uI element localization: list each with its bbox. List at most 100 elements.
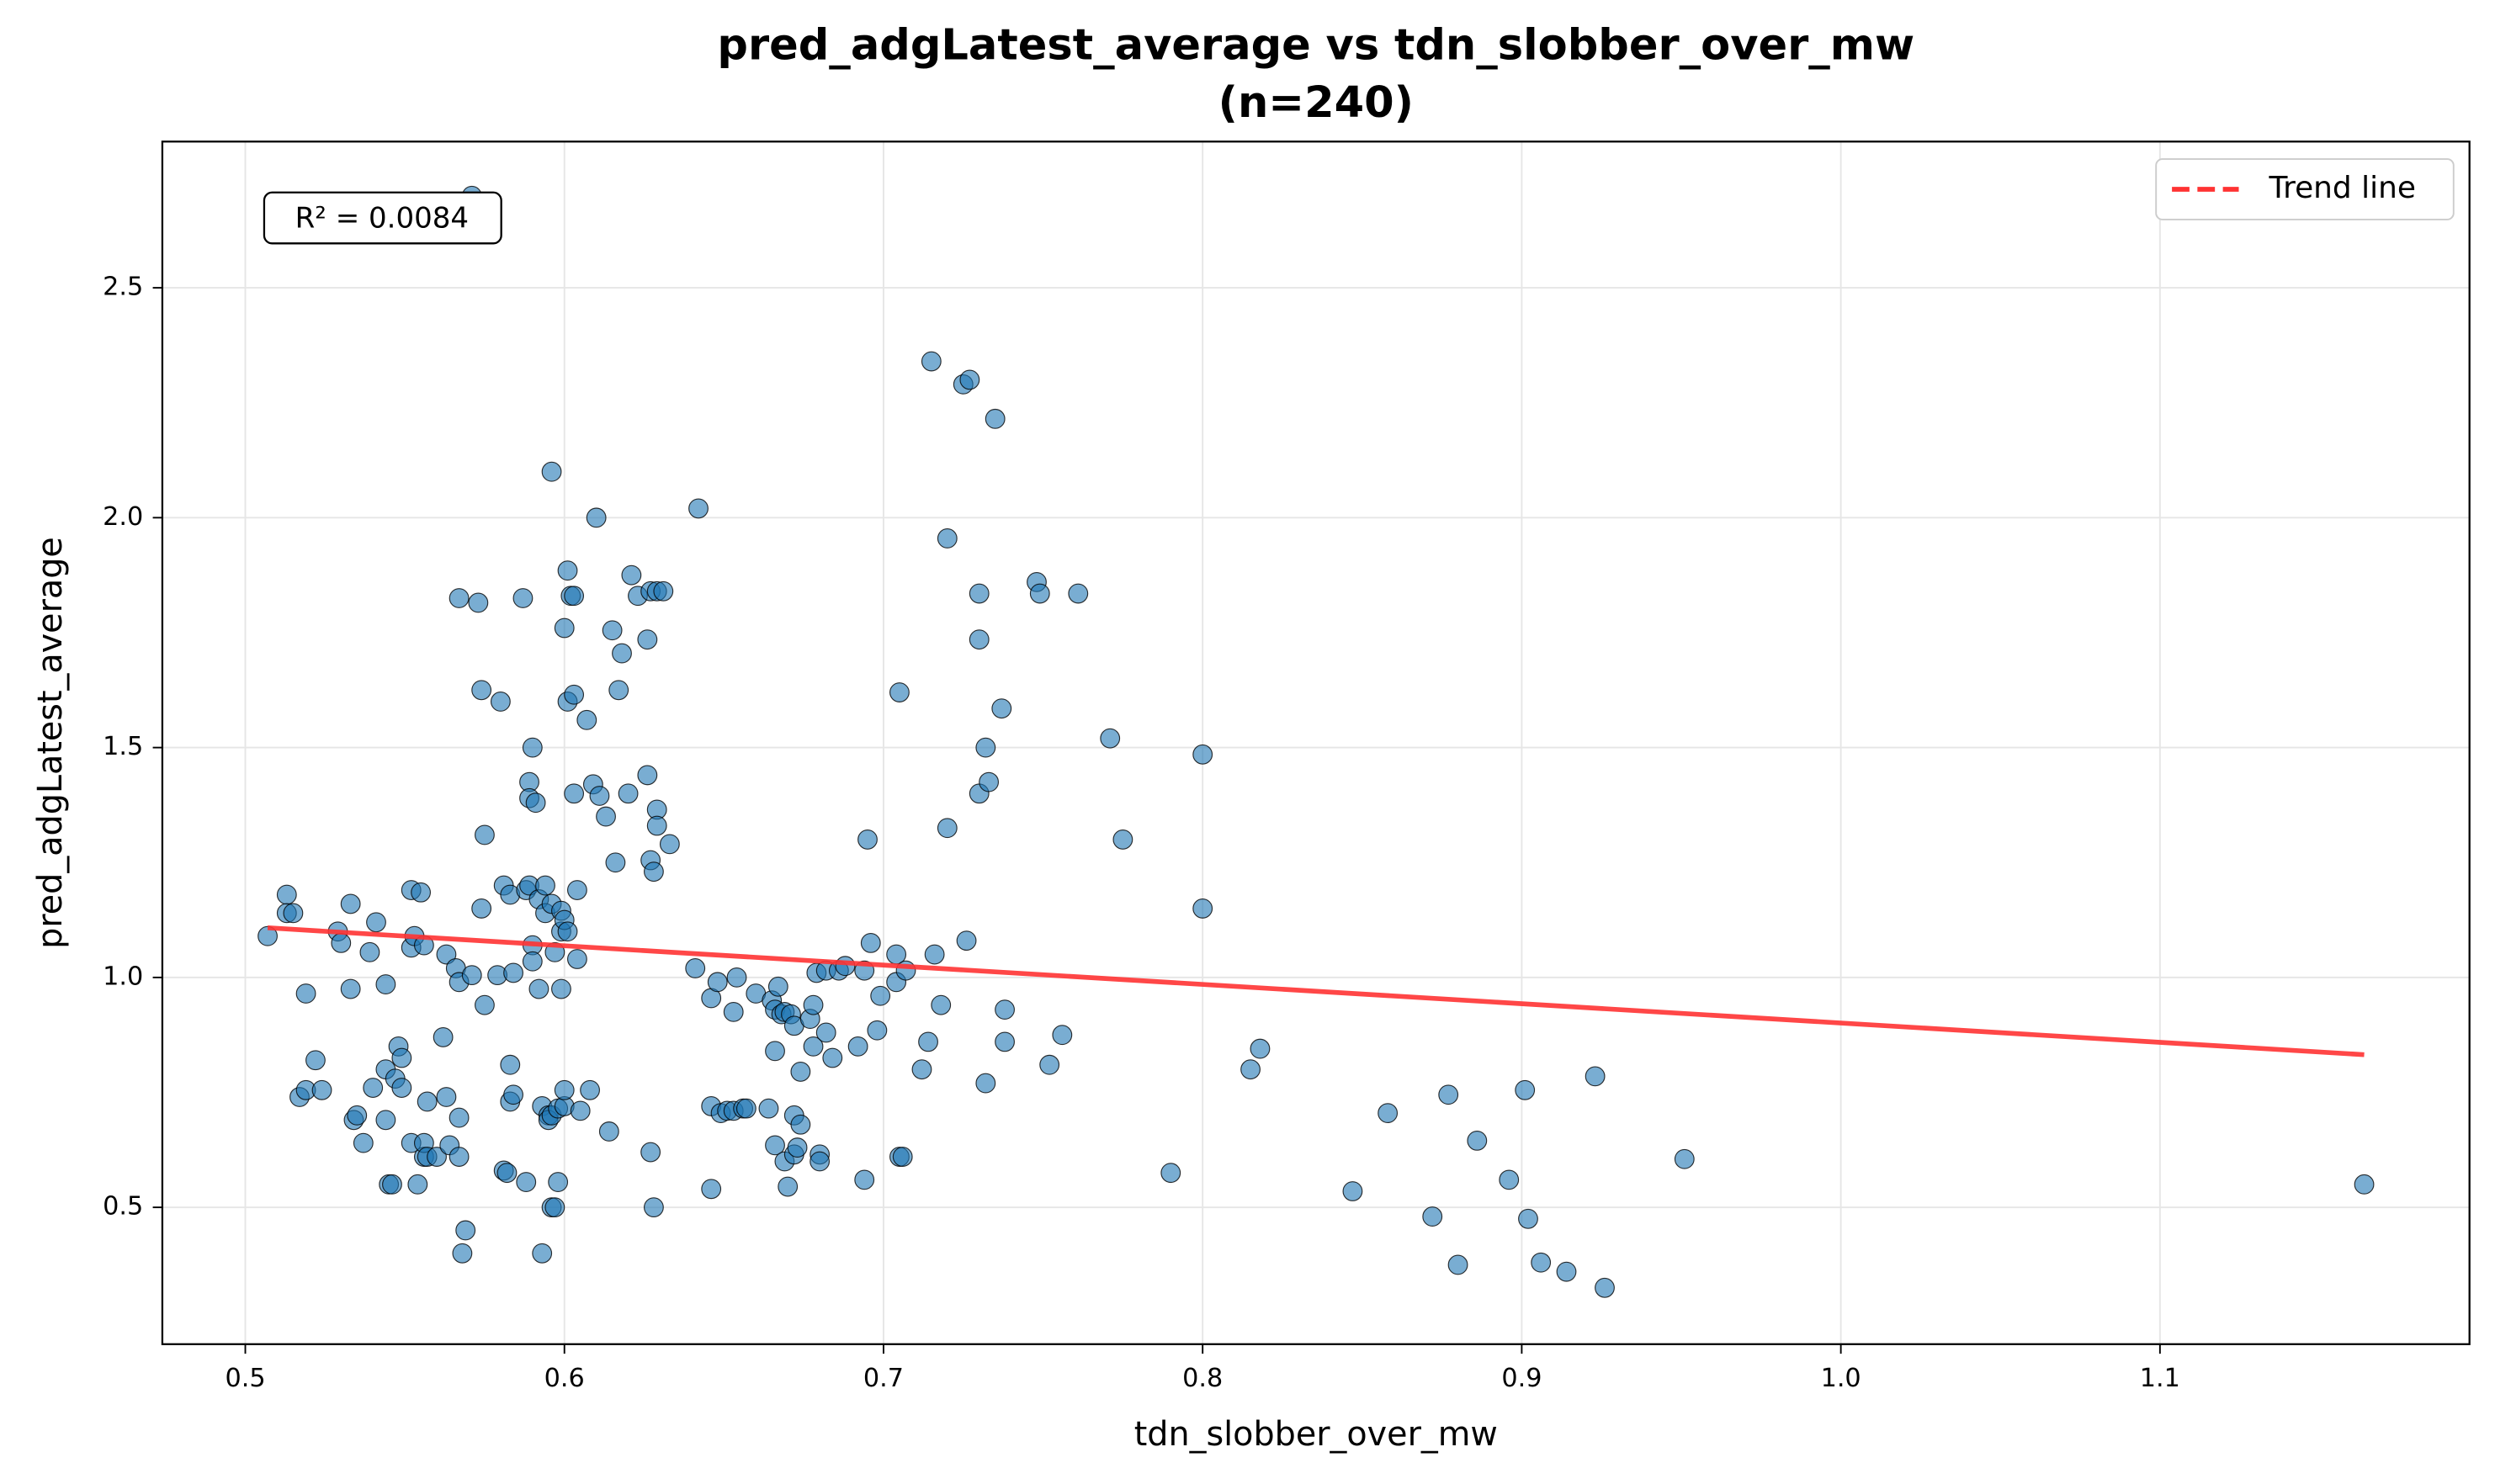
point (857, 829, 878, 850)
point (500, 1054, 521, 1075)
y-tick-label: 0.5 (103, 1192, 143, 1222)
point (522, 951, 543, 972)
point (580, 1079, 600, 1100)
x-tick-label: 0.7 (863, 1364, 904, 1393)
point (1029, 583, 1050, 604)
point (605, 852, 626, 873)
point (382, 1174, 402, 1195)
point (375, 974, 396, 994)
point (276, 884, 297, 905)
point (541, 461, 562, 482)
point (810, 1151, 831, 1172)
point (557, 921, 578, 942)
point (1518, 1208, 1538, 1229)
point (685, 958, 706, 978)
point (554, 1079, 575, 1100)
point (790, 1062, 811, 1082)
point (417, 1091, 438, 1112)
point (1585, 1066, 1606, 1087)
point (566, 880, 587, 900)
point (1422, 1206, 1443, 1227)
point (621, 564, 642, 586)
point (765, 1041, 785, 1062)
x-tick-label: 0.9 (1501, 1364, 1542, 1393)
point (688, 498, 709, 519)
point (503, 1084, 523, 1105)
x-tick-label: 1.1 (2140, 1364, 2180, 1393)
point (735, 1098, 756, 1119)
point (931, 994, 952, 1015)
point (975, 737, 996, 758)
y-tick-label: 2.0 (103, 502, 143, 532)
point (436, 944, 457, 965)
point (985, 408, 1006, 429)
point (924, 944, 945, 965)
point (1438, 1084, 1459, 1105)
chart-title: pred_adgLatest_average vs tdn_slobber_ov… (717, 21, 1914, 71)
point (452, 1243, 473, 1264)
y-axis-label: pred_adgLatest_average (31, 537, 70, 949)
point (1250, 1038, 1271, 1059)
point (257, 925, 278, 946)
point (1240, 1059, 1261, 1080)
point (471, 898, 492, 919)
point (995, 999, 1015, 1020)
point (803, 994, 824, 1015)
point (608, 680, 629, 701)
point (956, 930, 977, 951)
point (305, 1050, 326, 1071)
point (911, 1059, 932, 1080)
point (551, 978, 571, 999)
annotation-box (263, 191, 502, 245)
point (847, 1036, 868, 1057)
point (331, 932, 352, 953)
point (598, 1121, 619, 1142)
point (340, 893, 361, 914)
point (557, 560, 578, 581)
point (475, 994, 495, 1015)
point (921, 351, 942, 372)
point (765, 1135, 785, 1156)
point (790, 1114, 811, 1135)
point (503, 962, 523, 983)
point (564, 783, 585, 804)
point (471, 680, 492, 701)
point (532, 1243, 553, 1264)
point (937, 528, 958, 549)
point (407, 1174, 428, 1195)
point (1052, 1025, 1073, 1046)
point (644, 861, 664, 882)
point (1556, 1261, 1577, 1282)
point (979, 771, 1000, 792)
point (637, 629, 658, 650)
point (991, 698, 1012, 719)
annotation: R² = 0.0084 (295, 201, 469, 235)
point (528, 978, 549, 999)
legend-label: Trend line (2268, 171, 2415, 205)
x-tick-label: 0.5 (225, 1364, 265, 1393)
plot-frame (161, 140, 2471, 1345)
point (969, 629, 990, 650)
point (602, 620, 623, 641)
point (1100, 728, 1121, 749)
point (2354, 1174, 2375, 1195)
point (1192, 744, 1213, 765)
point (815, 1022, 836, 1043)
point (596, 806, 616, 827)
point (586, 507, 607, 528)
point (576, 709, 597, 730)
point (436, 1087, 457, 1107)
point (787, 1137, 808, 1158)
point (822, 1047, 843, 1068)
point (283, 903, 304, 924)
point (366, 912, 386, 933)
point (1342, 1181, 1363, 1201)
point (512, 588, 534, 608)
point (516, 1172, 537, 1192)
point (566, 949, 587, 969)
point (975, 1073, 996, 1094)
point (867, 1020, 888, 1041)
point (449, 1107, 470, 1128)
point (659, 834, 680, 855)
